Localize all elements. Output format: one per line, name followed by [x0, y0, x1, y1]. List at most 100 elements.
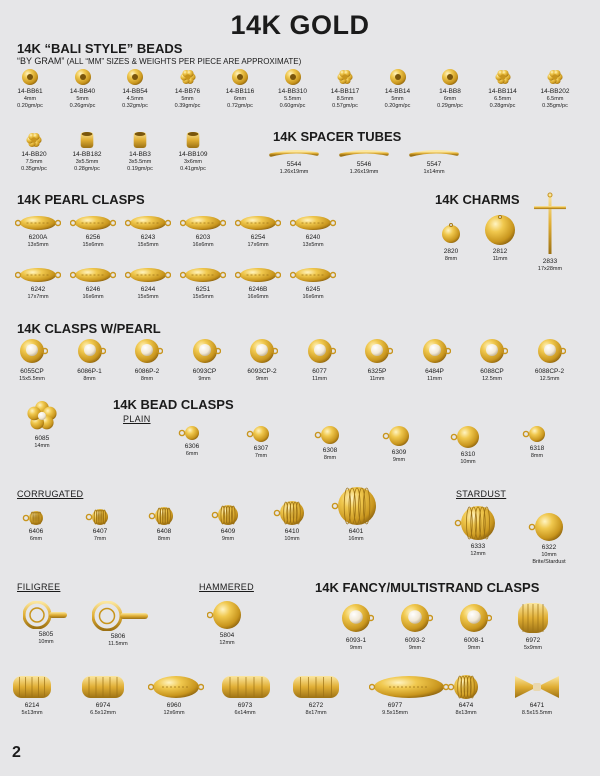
plain-clasp-6307: 6307 7mm: [235, 425, 287, 460]
item-code: 5544: [286, 161, 302, 168]
item-size: 6.5x12mm: [90, 710, 116, 716]
item-weight: 0.72gm/pc: [227, 103, 253, 109]
spacer-tube-5546: 5546 1.26x19mm: [338, 147, 390, 176]
item-code: 6406: [28, 528, 44, 535]
bali-bead-14-bb310-image: [284, 69, 301, 85]
item-code: 6308: [322, 447, 338, 454]
item-size: 6x14mm: [234, 710, 256, 716]
item-weight: 0.39gm/pc: [174, 103, 201, 109]
item-size: 6.5mm: [546, 96, 564, 102]
bali-bead-14-bb61: 14-BB61 4mm 0.20gm/pc: [4, 68, 56, 110]
pearl-clasp-6093cp-image: [192, 339, 221, 363]
item-code: 6086P-1: [77, 368, 102, 375]
item-code: 14-BB76: [174, 88, 201, 95]
item-code: 6086P-2: [134, 368, 160, 375]
filigree-clasp-5806-image: [92, 601, 148, 631]
bali-bead-14-bb3: 14-BB3 3x5.5mm 0.19gm/pc: [114, 131, 166, 173]
item-size: 8x17mm: [305, 710, 327, 716]
spacer-tube-5544-image: [269, 150, 319, 157]
item-code: 6093-2: [404, 637, 426, 644]
item-size: 16x6mm: [192, 242, 214, 248]
bali-bead-14-bb182: 14-BB182 3x5.5mm 0.28gm/pc: [61, 131, 113, 173]
bali-bead-14-bb76-image: [179, 69, 196, 85]
spacer-tube-5547: 5547 1x14mm: [408, 147, 460, 176]
plain-clasp-6310: 6310 10mm: [442, 425, 494, 466]
item-code: 6309: [391, 449, 407, 456]
section-title-spacer-tubes: 14K SPACER TUBES: [273, 129, 402, 144]
bali-bead-14-bb109-image: [186, 132, 200, 148]
item-code: 14-BB3: [129, 151, 151, 158]
item-size: 15x5.5mm: [19, 376, 45, 382]
fancy-clasp-6973-image: [222, 676, 270, 698]
corrugated-clasp-6410-image: [273, 501, 304, 525]
pearl-clasp-6244: 6244 15x5mm: [122, 266, 174, 301]
item-code: 6410: [284, 528, 300, 535]
item-code: 14-BB117: [330, 88, 360, 95]
item-size: 6.5mm: [494, 96, 511, 102]
page-number: 2: [12, 744, 21, 761]
item-code: 6401: [348, 528, 364, 535]
item-weight: 0.19gm/pc: [127, 166, 153, 172]
fancy-clasp-6093-2-image: [401, 604, 433, 632]
bali-bead-14-bb116: 14-BB116 6mm 0.72gm/pc: [214, 68, 266, 110]
stardust-clasp-6322-image: [528, 513, 563, 541]
item-size: 12.5mm: [539, 376, 560, 382]
item-size: 4.5mm: [126, 96, 144, 102]
item-code: 5547: [426, 161, 442, 168]
fancy-clasp-6008-1: 6008-1 9mm: [448, 601, 500, 652]
item-size: 16x6mm: [82, 294, 104, 300]
pearl-clasp-6093cp-2: 6093CP-2 9mm: [236, 336, 288, 383]
item-code: 6254: [250, 234, 266, 241]
pearl-clasp-6325p: 6325P 11mm: [351, 336, 403, 383]
item-code: 6474: [458, 702, 474, 709]
item-size: 11mm: [312, 376, 327, 382]
item-code: 6408: [156, 528, 172, 535]
bali-bead-14-bb182-image: [80, 132, 94, 148]
item-size: 7mm: [254, 453, 268, 459]
item-weight: 0.35gm/pc: [542, 103, 568, 109]
bali-subtitle: “BY GRAM” (ALL “MM” SIZES & WEIGHTS PER …: [17, 56, 302, 66]
item-weight: 0.57gm/pc: [332, 103, 358, 109]
item-size: 6mm: [443, 96, 457, 102]
item-size: 5mm: [391, 96, 404, 102]
item-code: 6242: [30, 286, 46, 293]
plain-clasp-6306: 6306 6mm: [166, 425, 218, 458]
fancy-clasp-6977-image: [369, 676, 449, 698]
item-size: 3x5.5mm: [128, 159, 152, 165]
item-size: 8mm: [444, 256, 458, 262]
item-size: 5.5mm: [284, 96, 301, 102]
bali-bead-14-bb8: 14-BB8 6mm 0.29gm/pc: [424, 68, 476, 110]
pearl-clasp-6256-image: [70, 216, 116, 230]
bali-bead-14-bb54: 14-BB54 4.5mm 0.32gm/pc: [109, 68, 161, 110]
item-code: 6246B: [248, 286, 268, 293]
section-title-bead-clasps: 14K BEAD CLASPS: [113, 397, 234, 412]
pearl-clasp-6245-image: [290, 268, 336, 282]
item-size: 8.5mm: [336, 96, 354, 102]
item-code: 6093-1: [345, 637, 367, 644]
pearl-clasp-6086p-1: 6086P-1 8mm: [64, 336, 116, 383]
pearl-clasp-6077: 6077 11mm: [294, 336, 346, 383]
item-size: 15x5mm: [137, 294, 159, 300]
item-code: 6310: [460, 451, 476, 458]
item-size: 12mm: [470, 551, 486, 557]
item-code: 6088CP-2: [534, 368, 565, 375]
item-code: 6240: [305, 234, 321, 241]
plain-clasp-6308-image: [314, 426, 339, 444]
pearl-clasp-6325p-image: [365, 339, 393, 363]
item-size: 12x6mm: [163, 710, 185, 716]
item-size: 10mm: [284, 536, 300, 542]
item-size: 15x5mm: [192, 294, 214, 300]
item-code: 6973: [237, 702, 253, 709]
corrugated-clasp-6406-image: [22, 511, 43, 525]
item-code: 6977: [387, 702, 403, 709]
item-weight: 0.26gm/pc: [69, 103, 96, 109]
item-code: 14-BB40: [69, 88, 96, 95]
subsection-corrugated: CORRUGATED: [17, 489, 84, 499]
pearl-clasp-6246b: 6246B 16x6mm: [232, 266, 284, 301]
item-size: 12mm: [219, 640, 235, 646]
item-size: 14mm: [34, 443, 50, 449]
item-size: 5mm: [76, 96, 89, 102]
item-code: 6306: [184, 443, 200, 450]
item-code: 6974: [95, 702, 111, 709]
item-size: 3x6mm: [183, 159, 203, 165]
